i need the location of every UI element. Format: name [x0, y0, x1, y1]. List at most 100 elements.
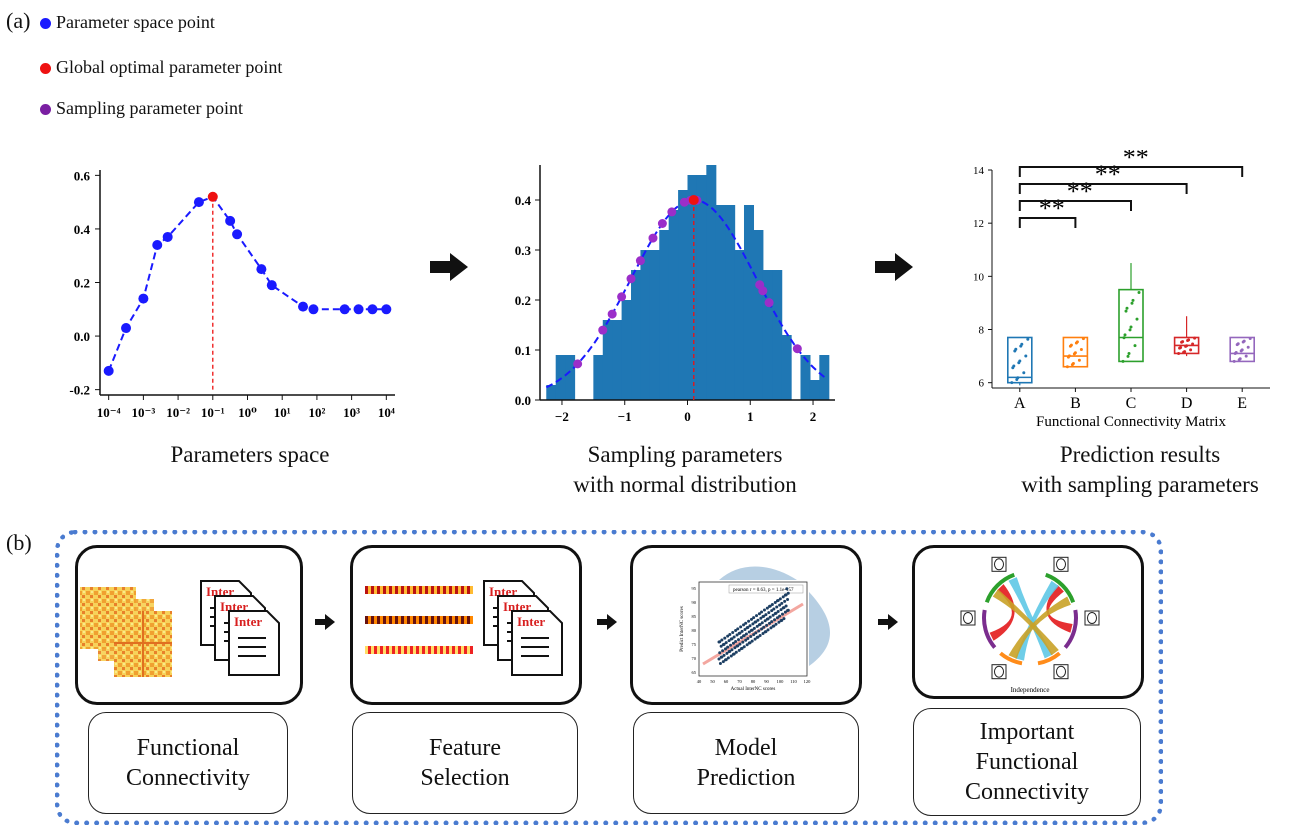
scatter-point: [720, 655, 724, 659]
feature-bar: [467, 586, 470, 594]
y-tick-label: 8: [979, 325, 985, 337]
scatter-point: [762, 625, 766, 629]
histogram-bar: [631, 270, 642, 400]
box-point: [1010, 381, 1014, 385]
x-tick-label: 120: [804, 679, 812, 684]
scatter-point: [780, 618, 784, 622]
scatter-point: [739, 636, 743, 640]
arrow-right-icon: [315, 614, 337, 635]
y-tick-label: 0.2: [515, 293, 531, 308]
histogram-bar: [772, 270, 783, 400]
histogram-bar: [725, 205, 736, 400]
feature-bar: [437, 646, 440, 654]
x-tick-label: 110: [790, 679, 797, 684]
feature-bar: [464, 586, 467, 594]
scatter-point: [757, 612, 761, 616]
box-point: [1180, 340, 1184, 344]
box-point: [1125, 306, 1129, 310]
histogram-bar: [659, 230, 670, 400]
box-point: [1129, 325, 1133, 329]
circos-segment: [1063, 609, 1078, 649]
scatter-point: [719, 644, 723, 648]
feature-bar: [419, 646, 422, 654]
box-point: [1121, 359, 1125, 363]
feature-bar: [428, 646, 431, 654]
scatter-point: [772, 624, 776, 628]
feature-bar: [395, 586, 398, 594]
feature-bar: [395, 646, 398, 654]
scatter-point: [774, 611, 778, 615]
scatter-point: [768, 615, 772, 619]
circos-caption: Independence: [1011, 686, 1050, 694]
x-axis-title: Actual InterNC scores: [731, 687, 776, 692]
scatter-point: [752, 626, 756, 630]
panel-b-label: (b): [6, 530, 32, 555]
scatter-point: [772, 607, 776, 611]
scatter-point: [747, 630, 751, 634]
y-tick-label: 95: [692, 586, 697, 591]
scatter-point: [750, 639, 754, 643]
feature-bar: [461, 616, 464, 624]
x-tick-label: 10⁴: [378, 405, 395, 420]
sampling-point: [667, 207, 677, 217]
box-point: [1189, 348, 1193, 352]
box-point: [1235, 343, 1239, 347]
scatter-point: [753, 637, 757, 641]
step-functional-connectivity-card: Inter Inter Inter: [75, 545, 303, 705]
scatter-point: [779, 608, 783, 612]
document-page: [511, 610, 563, 676]
scatter-point: [770, 609, 774, 613]
scatter-point: [773, 600, 777, 604]
step-important-fc-label: Important Functional Connectivity: [913, 708, 1141, 816]
arrow-right-icon: [597, 614, 619, 635]
feature-bar: [428, 586, 431, 594]
scatter-point: [736, 627, 740, 631]
plot-legend-box: [728, 584, 804, 594]
scatter-point: [729, 654, 733, 658]
feature-bar: [413, 586, 416, 594]
scatter-point: [747, 619, 751, 623]
feature-bar: [431, 646, 434, 654]
scatter-point: [740, 646, 744, 650]
feature-bar: [374, 646, 377, 654]
scatter-point: [730, 637, 734, 641]
parameter-space-chart: 0.6 0.4 0.2 0.0 -0.2 10⁻⁴ 10⁻³ 10⁻² 10⁻¹ 10⁰ 10¹ 10…: [69, 168, 395, 420]
x-tick-label: 10⁰: [238, 405, 257, 420]
scatter-point: [737, 648, 741, 652]
feature-bar: [437, 616, 440, 624]
box-point: [1130, 301, 1134, 305]
significance-bracket: [1018, 166, 1244, 177]
histogram-bar: [678, 190, 689, 400]
y-tick-label: 12: [973, 218, 984, 230]
scatter-point: [771, 613, 775, 617]
box-point: [1239, 349, 1243, 353]
arrow-right-icon: [430, 253, 468, 281]
scatter-point: [786, 591, 790, 595]
scatter-point: [726, 645, 730, 649]
scatter-point: [777, 620, 781, 624]
scatter-point: [765, 623, 769, 627]
scatter-point: [748, 641, 752, 645]
y-tick-label: 90: [692, 600, 697, 605]
optimal-point: [688, 195, 699, 205]
feature-bar: [386, 586, 389, 594]
x-tick-label: 40: [697, 679, 702, 684]
feature-bar: [368, 586, 371, 594]
sampling-point: [792, 344, 802, 354]
scatter-point: [766, 628, 770, 632]
legend-purple-dot: [40, 104, 51, 115]
feature-bar: [440, 646, 443, 654]
histogram-bar: [762, 270, 773, 400]
feature-bar: [467, 646, 470, 654]
feature-bar: [365, 646, 368, 654]
feature-bar: [404, 646, 407, 654]
parameter-point: [225, 215, 236, 226]
sampling-point: [764, 298, 774, 308]
scatter-point: [748, 624, 752, 628]
histogram-bar: [706, 165, 717, 400]
feature-bar: [374, 616, 377, 624]
scatter-point: [752, 633, 756, 637]
box-point: [1184, 344, 1188, 348]
